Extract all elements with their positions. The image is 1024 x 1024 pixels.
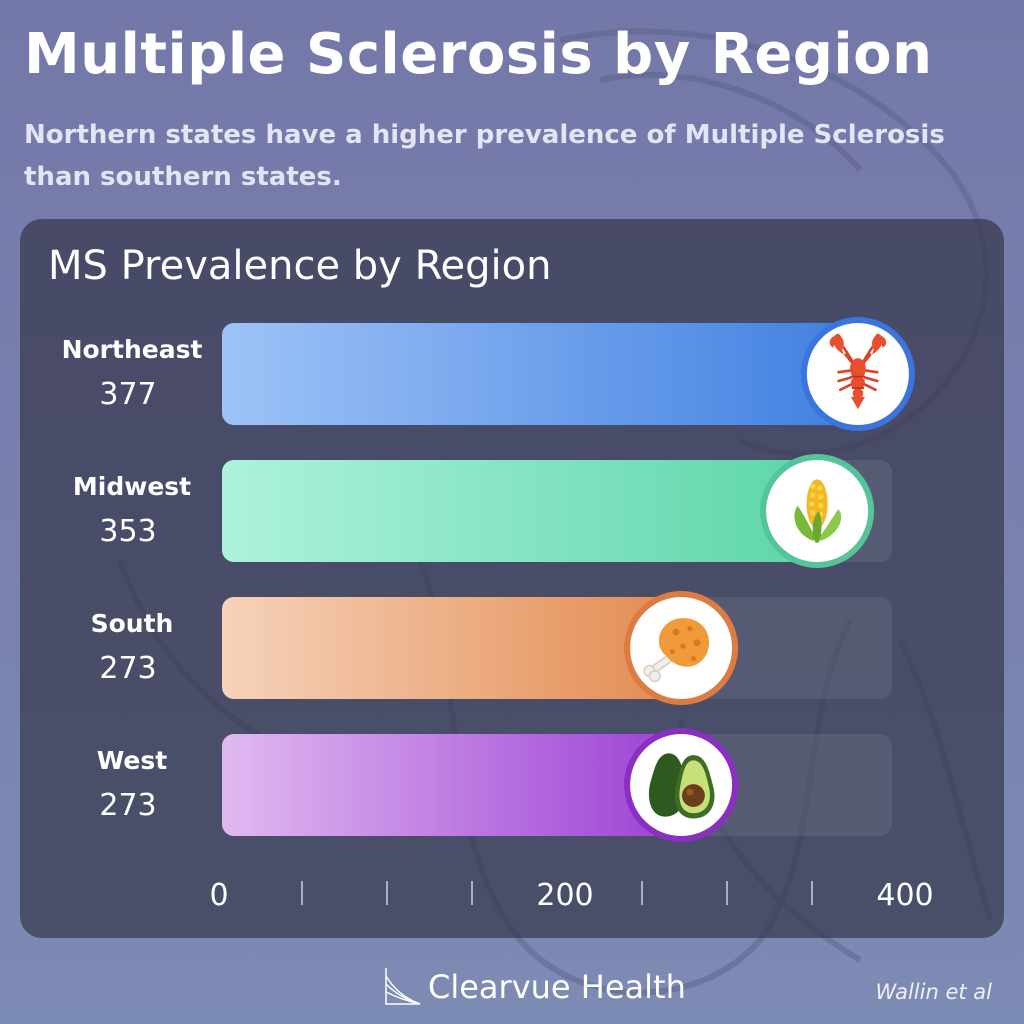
bar-south bbox=[222, 597, 690, 699]
category-label-midwest: Midwest bbox=[73, 472, 191, 501]
corn-icon bbox=[760, 454, 875, 568]
x-tick-label-0: 0 bbox=[209, 878, 228, 913]
brand-footer: Clearvue Health bbox=[384, 966, 686, 1006]
value-label-northeast: 377 bbox=[99, 377, 156, 412]
bar-midwest bbox=[222, 460, 826, 562]
page-subtitle: Northern states have a higher prevalence… bbox=[24, 120, 945, 192]
avocado-icon bbox=[624, 728, 739, 842]
value-label-west: 273 bbox=[99, 788, 156, 823]
category-label-south: South bbox=[91, 609, 174, 638]
x-tick-label-400: 400 bbox=[876, 878, 933, 913]
category-label-west: West bbox=[97, 746, 168, 775]
fried-chicken-icon bbox=[624, 591, 739, 705]
page-title: Multiple Sclerosis by Region bbox=[24, 22, 933, 87]
value-label-midwest: 353 bbox=[99, 514, 156, 549]
category-label-northeast: Northeast bbox=[62, 335, 203, 364]
chart-title: MS Prevalence by Region bbox=[48, 243, 552, 289]
source-citation: Wallin et al bbox=[875, 980, 992, 1004]
brand-logo-icon bbox=[385, 968, 421, 1005]
value-label-south: 273 bbox=[99, 651, 156, 686]
brand-name: Clearvue Health bbox=[428, 968, 686, 1006]
bar-northeast bbox=[222, 323, 866, 425]
bar-west bbox=[222, 734, 690, 836]
x-tick-label-200: 200 bbox=[536, 878, 593, 913]
lobster-icon bbox=[800, 317, 915, 431]
